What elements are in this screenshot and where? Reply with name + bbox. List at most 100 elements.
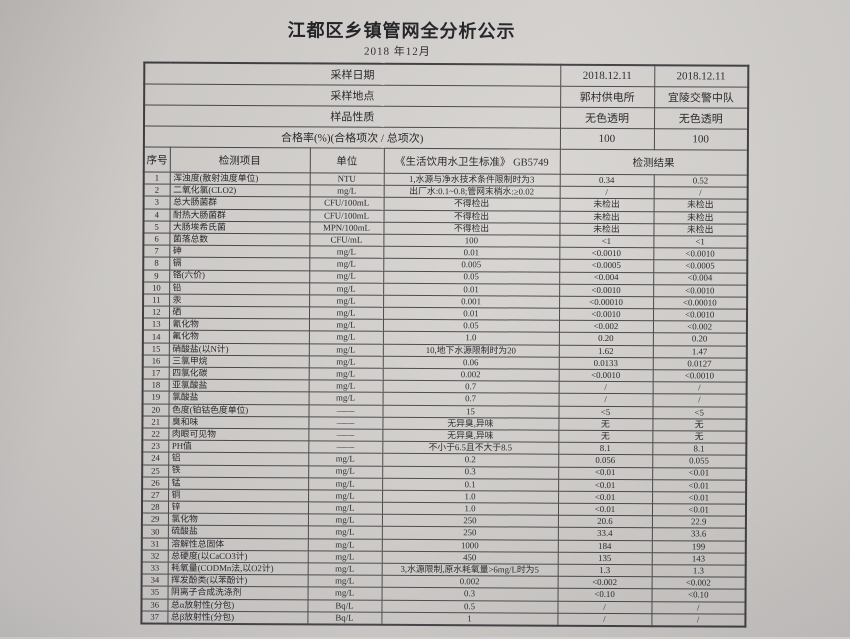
- cell-item: 氟化物: [168, 330, 309, 344]
- cell-result: /: [651, 601, 746, 614]
- cell-seq: 11: [143, 293, 170, 307]
- cell-standard: 0.1: [382, 477, 559, 492]
- cell-seq: 25: [142, 464, 169, 477]
- cell-item: 耗氧量(CODMn法,以O2计): [167, 562, 308, 576]
- cell-seq: 1: [143, 172, 170, 185]
- cell-result: <0.0010: [652, 308, 748, 322]
- cell-unit: mg/L: [309, 282, 384, 296]
- cell-seq: 26: [142, 476, 169, 490]
- cell-item: 大肠埃希氏菌: [169, 220, 310, 234]
- cell-seq: 19: [142, 391, 169, 404]
- cell-standard: 0.01: [383, 282, 560, 297]
- cell-unit: mg/L: [308, 380, 383, 393]
- cell-item: 铅: [169, 281, 310, 295]
- cell-result: <0.002: [557, 576, 652, 590]
- cell-standard: 出厂水:0.1~0.8;管网末梢水:≥0.02: [383, 185, 560, 199]
- cell-standard: 0.7: [382, 380, 559, 394]
- cell-result: 143: [651, 552, 746, 566]
- cell-unit: mg/L: [309, 246, 384, 259]
- cell-result: /: [557, 612, 652, 627]
- cell-result: 0.0133: [558, 357, 653, 370]
- column-header-seq: 序号: [143, 147, 170, 173]
- cell-unit: mg/L: [308, 453, 383, 466]
- cell-unit: NTU: [309, 172, 384, 186]
- cell-result: /: [558, 381, 653, 395]
- cell-seq: 36: [141, 598, 168, 611]
- cell-standard: 250: [381, 526, 558, 540]
- cell-result: <0.01: [651, 503, 747, 517]
- cell-item: 菌落总数: [169, 233, 310, 247]
- water-quality-table: 采样日期 2018.12.11 2018.12.11 采样地点 郭村供电所 宜陵…: [140, 61, 750, 628]
- cell-unit: mg/L: [307, 562, 382, 576]
- cell-item: 三氯甲烷: [168, 354, 309, 368]
- cell-result: 无: [652, 430, 747, 444]
- cell-result: 未检出: [559, 198, 654, 212]
- cell-standard: 0.7: [382, 392, 559, 406]
- info-value-site2: 无色透明: [653, 107, 749, 130]
- cell-result: <0.0010: [653, 284, 748, 298]
- cell-seq: 3: [143, 196, 170, 209]
- table-row: 37 总β放射性(分包) Bq/L 1//: [141, 610, 746, 627]
- cell-item: 耐热大肠菌群: [169, 208, 310, 222]
- cell-seq: 34: [141, 574, 168, 587]
- column-header-standard: 《生活饮用水卫生标准》 GB5749: [383, 148, 560, 175]
- cell-item: 铜: [168, 489, 309, 502]
- cell-result: <5: [558, 405, 653, 419]
- cell-seq: 32: [141, 549, 168, 563]
- cell-seq: 20: [142, 403, 169, 416]
- cell-seq: 24: [142, 452, 169, 465]
- cell-unit: Bq/L: [307, 611, 382, 625]
- cell-result: <0.00010: [559, 296, 654, 309]
- table-body: 1 浑浊度(散射浊度单位) NTU 1,水源与净水技术条件限制时为3 0.34 0.52 2…: [141, 172, 748, 627]
- info-label: 采样日期: [144, 62, 561, 87]
- cell-result: 8.1: [652, 442, 747, 456]
- info-label: 合格率(%)(合格项次 / 总项次): [143, 126, 560, 150]
- cell-result: <0.0010: [558, 308, 654, 321]
- cell-result: /: [559, 186, 654, 200]
- cell-seq: 6: [143, 232, 170, 246]
- cell-standard: 10,地下水源限制时为20: [382, 343, 559, 358]
- cell-standard: 0.002: [382, 368, 559, 382]
- cell-result: 未检出: [653, 199, 748, 212]
- cell-result: <0.10: [651, 589, 746, 602]
- cell-result: 0.055: [652, 455, 747, 468]
- cell-standard: 无异臭,异味: [382, 417, 559, 431]
- cell-unit: ——: [308, 404, 383, 418]
- cell-result: <0.002: [652, 320, 747, 334]
- cell-item: 四氯化碳: [168, 367, 309, 381]
- cell-item: 镉: [169, 257, 310, 271]
- cell-standard: 不小于6.5且不大于8.5: [382, 441, 559, 455]
- cell-unit: mg/L: [307, 501, 383, 515]
- cell-result: <0.0010: [559, 247, 654, 261]
- cell-unit: mg/L: [309, 270, 384, 283]
- cell-unit: mg/L: [307, 587, 382, 600]
- cell-result: 无: [558, 417, 653, 431]
- cell-item: 砷: [169, 245, 310, 259]
- cell-seq: 37: [141, 610, 168, 624]
- cell-standard: 0.002: [381, 575, 558, 589]
- cell-seq: 22: [142, 427, 169, 441]
- cell-standard: 1.0: [382, 490, 559, 504]
- cell-result: 无: [652, 418, 747, 432]
- cell-unit: mg/L: [307, 575, 382, 588]
- cell-result: 20.6: [557, 515, 652, 529]
- cell-seq: 4: [143, 208, 170, 221]
- cell-unit: mg/L: [308, 331, 383, 344]
- cell-item: 挥发酚类(以苯酚计): [167, 574, 308, 588]
- cell-result: 未检出: [653, 211, 748, 224]
- cell-seq: 2: [143, 184, 170, 197]
- cell-result: 0.20: [558, 332, 653, 346]
- cell-item: 汞: [169, 294, 310, 307]
- cell-result: 0.52: [653, 174, 748, 188]
- cell-standard: 1000: [381, 538, 558, 553]
- cell-result: 0.20: [652, 333, 747, 346]
- cell-result: 8.1: [558, 442, 653, 456]
- cell-result: <0.01: [558, 491, 653, 504]
- info-value-site1: 2018.12.11: [560, 64, 655, 87]
- cell-seq: 27: [142, 488, 169, 502]
- cell-result: 1.62: [558, 344, 653, 358]
- cell-result: 184: [557, 539, 652, 553]
- info-row-sample-date: 采样日期 2018.12.11 2018.12.11: [144, 62, 749, 88]
- cell-unit: mg/L: [309, 294, 384, 308]
- cell-unit: mg/L: [309, 185, 384, 198]
